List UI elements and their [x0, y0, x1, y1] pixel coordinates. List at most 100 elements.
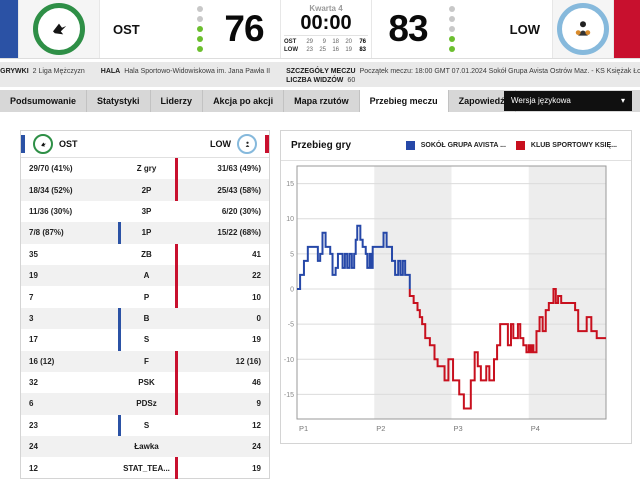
away-quarter-row: LOW 23 25 16 19 83: [284, 47, 366, 53]
home-value: 29/70 (41%): [29, 164, 73, 174]
home-value: 35: [29, 249, 38, 259]
language-dropdown[interactable]: Wersja językowa ▾: [504, 91, 632, 111]
home-team-logo-small-icon: [33, 134, 53, 154]
leader-indicator-away: [175, 158, 178, 180]
leader-indicator-away: [175, 179, 178, 201]
gray-dot-icon: [449, 26, 455, 32]
x-tick-label: P3: [454, 424, 463, 433]
home-value: 18/34 (52%): [29, 185, 73, 195]
tab-akcja-po-akcji[interactable]: Akcja po akcji: [203, 90, 285, 112]
stat-label: A: [143, 271, 150, 281]
gray-dot-icon: [197, 16, 203, 22]
stat-row-f-10: 16 (12) F 12 (16): [21, 350, 269, 372]
info-label: SZCZEGÓŁY MECZU: [286, 68, 356, 75]
tab-podsumowanie[interactable]: Podsumowanie: [0, 90, 88, 112]
stat-row-2p-2: 18/34 (52%) 2P 25/43 (58%): [21, 179, 269, 201]
away-value: 24: [252, 442, 261, 452]
legend-label: SOKÓŁ GRUPA AVISTA ...: [420, 142, 506, 149]
away-team-logo-icon: [557, 3, 609, 55]
legend-swatch-icon: [515, 141, 525, 150]
green-dot-icon: [197, 26, 203, 32]
home-score: 76: [224, 8, 264, 49]
legend-swatch-icon: [405, 141, 415, 150]
stat-row-a-6: 19 A 22: [21, 264, 269, 287]
stat-row-awka-14: 24 Ławka 24: [21, 436, 269, 458]
language-dropdown-label: Wersja językowa: [511, 96, 571, 105]
info-item-hala: HALA Hala Sportowo-Widowiskowa im. Jana P…: [101, 67, 270, 76]
away-value: 10: [252, 292, 261, 302]
away-value: 9: [256, 399, 261, 409]
stat-row-psk-11: 32 PSK 46: [21, 371, 269, 394]
tab-mapa-rzut-w[interactable]: Mapa rzutów: [284, 90, 360, 112]
stats-card: OST LOW 29/70 (41%) Z gry 31/63 (49%) 18/34…: [20, 130, 270, 479]
y-tick-label: 15: [286, 181, 294, 188]
quarter-scores: OST 29 9 18 20 76 LOW 23 25 16 19 83: [284, 35, 368, 54]
away-team-code: LOW: [509, 21, 540, 37]
away-logo-cell: [552, 0, 614, 58]
green-dot-icon: [197, 36, 203, 42]
away-value: 41: [252, 249, 261, 259]
away-value: 19: [252, 335, 261, 345]
x-tick-label: P1: [299, 424, 308, 433]
away-value: 19: [252, 463, 261, 473]
home-value: 3: [29, 313, 34, 323]
y-tick-label: -15: [284, 392, 294, 399]
gray-dot-icon: [449, 6, 455, 12]
home-value: 19: [29, 271, 38, 281]
stat-row-pdsz-12: 6 PDSz 9: [21, 393, 269, 415]
away-value: 12: [252, 420, 261, 430]
info-value: Początek meczu: 18:00 GMT 07.01.2024 Sok…: [359, 68, 640, 75]
stat-row-s-9: 17 S 19: [21, 329, 269, 351]
gray-dot-icon: [197, 6, 203, 12]
tab-liderzy[interactable]: Liderzy: [151, 90, 204, 112]
info-item-rozgrywki: ROZGRYWKI2 Liga Mężczyzn: [0, 67, 85, 76]
away-team-logo-small-icon: [237, 134, 257, 154]
tab-statystyki[interactable]: Statystyki: [87, 90, 151, 112]
leader-indicator-away: [175, 457, 178, 479]
home-value: 32: [29, 378, 38, 388]
stats-card-header: OST LOW: [21, 131, 269, 158]
leader-indicator-away: [175, 243, 178, 265]
info-group-3: SZCZEGÓŁY MECZU Początek meczu: 18:00 GMT…: [286, 67, 640, 87]
home-value: 7: [29, 292, 34, 302]
stat-label: 1P: [141, 228, 152, 238]
home-value: 11/36 (30%): [29, 206, 73, 216]
stat-row-stat-tea-15: 12 STAT_TEA... 19: [21, 457, 269, 479]
stat-row-b-8: 3 B 0: [21, 307, 269, 330]
away-lead-line: [408, 287, 606, 410]
chart-legend: SOKÓŁ GRUPA AVISTA ... KLUB SPORTOWY KSIĘ…: [405, 141, 621, 150]
home-value: 6: [29, 399, 34, 409]
info-item-liczba-widz-w: LICZBA WIDZÓW 60: [286, 76, 640, 85]
home-team-code: OST: [113, 21, 140, 37]
green-dot-icon: [197, 46, 203, 52]
chart-card: Przebieg gry SOKÓŁ GRUPA AVISTA ... KLUB …: [280, 130, 632, 444]
leader-indicator-home: [118, 307, 121, 330]
legend-label: KLUB SPORTOWY KSIĘ...: [530, 142, 617, 149]
away-value: 0: [256, 313, 261, 323]
green-dot-icon: [449, 46, 455, 52]
away-value: 12 (16): [235, 356, 261, 366]
y-tick-label: -10: [284, 357, 294, 364]
stat-label: S: [143, 420, 150, 430]
stat-label: P: [143, 292, 150, 302]
leader-indicator-away: [175, 350, 178, 372]
away-value: 31/63 (49%): [217, 164, 261, 174]
info-label: HALA: [100, 68, 121, 75]
home-logo-cell: [18, 0, 100, 58]
x-tick-label: P2: [376, 424, 385, 433]
away-value: 46: [252, 378, 261, 388]
gray-dot-icon: [449, 16, 455, 22]
leader-indicator-away: [175, 371, 178, 394]
leader-indicator-away: [175, 393, 178, 415]
stat-row-s-13: 23 S 12: [21, 414, 269, 437]
stat-label: PSK: [138, 378, 155, 388]
leader-indicator-home: [118, 329, 121, 351]
scoreboard: OST 76 Kwarta 4 00:00 OST 29 9 18 20 76 LOW 23 2…: [0, 0, 640, 59]
tab-przebieg-meczu[interactable]: Przebieg meczu: [359, 90, 449, 112]
stat-label: PDSz: [136, 399, 157, 409]
y-tick-label: 10: [286, 216, 294, 223]
leader-indicator-away: [175, 286, 178, 308]
y-tick-label: 0: [290, 286, 294, 293]
stat-label: STAT_TEA...: [123, 463, 170, 473]
